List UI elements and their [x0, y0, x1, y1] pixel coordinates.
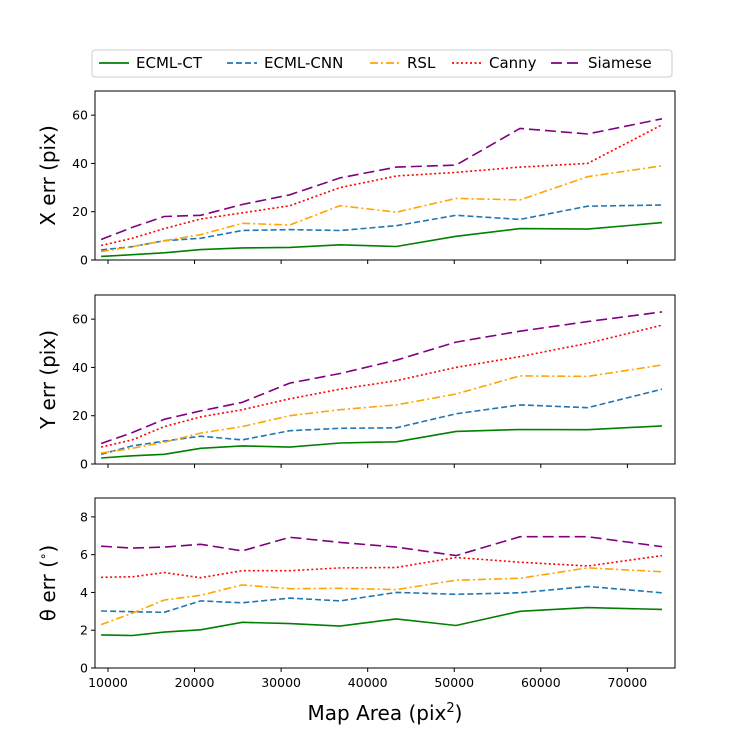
series-line-ecml-ct	[101, 425, 663, 459]
series-line-canny	[101, 554, 663, 579]
y-tick-label: 6	[80, 547, 88, 562]
series-line-ecml-cnn	[101, 585, 663, 614]
x-tick-label: 60000	[521, 675, 561, 690]
x-axis-label: Map Area (pix2)	[308, 701, 463, 725]
y-tick-label: 20	[72, 408, 88, 423]
y-tick-label: 40	[72, 156, 88, 171]
plot-frame	[94, 294, 676, 465]
y-tick-label: 60	[72, 312, 88, 327]
y-tick-label: 2	[80, 623, 88, 638]
series-line-canny	[100, 324, 663, 448]
legend-label-canny: Canny	[489, 54, 537, 72]
series-line-ecml-cnn	[101, 204, 663, 251]
y-tick-label: 60	[72, 108, 88, 123]
x-tick-label: 40000	[348, 675, 388, 690]
series-line-ecml-cnn	[100, 388, 663, 456]
y-error-axis-label: Y err (pix)	[36, 330, 60, 430]
legend-label-ecml-cnn: ECML-CNN	[264, 54, 343, 72]
y-tick-label: 20	[72, 204, 88, 219]
series-line-siamese	[101, 535, 663, 557]
legend-label-rsl: RSL	[407, 54, 436, 72]
y-tick-label: 0	[80, 457, 88, 472]
theta-error-panel: 0 2 4 6 8 10000 20000 30000 40000 50000 60000 70000…	[36, 497, 676, 690]
x-error-axis-label: X err (pix)	[36, 125, 60, 226]
y-tick-label: 8	[80, 509, 88, 524]
x-tick-label: 30000	[261, 675, 301, 690]
y-tick-label: 0	[80, 661, 88, 676]
legend-label-ecml-ct: ECML-CT	[136, 54, 203, 72]
x-tick-label: 10000	[88, 675, 128, 690]
series-line-rsl	[100, 364, 663, 454]
plot-frame	[94, 90, 676, 261]
theta-error-axis-label: θ err (∘)	[36, 545, 60, 621]
series-line-canny	[100, 124, 663, 247]
y-tick-label: 0	[80, 253, 88, 268]
series-line-siamese	[100, 118, 663, 241]
x-tick-label: 70000	[608, 675, 648, 690]
series-line-ecml-ct	[101, 221, 663, 258]
y-tick-label: 4	[80, 585, 88, 600]
legend-label-siamese: Siamese	[588, 54, 652, 72]
series-line-rsl	[100, 567, 663, 626]
plot-frame	[94, 497, 676, 669]
x-error-panel: 0 20 40 60 X err (pix)	[36, 90, 676, 268]
x-tick-label: 20000	[175, 675, 215, 690]
y-tick-label: 40	[72, 360, 88, 375]
series-line-rsl	[100, 165, 663, 253]
legend: ECML-CT ECML-CNN RSL Canny Siamese	[91, 49, 673, 78]
x-tick-label: 50000	[434, 675, 474, 690]
series-line-siamese	[100, 311, 663, 445]
y-error-panel: 0 20 40 60 Y err (pix)	[36, 294, 676, 472]
series-line-ecml-ct	[101, 606, 663, 637]
